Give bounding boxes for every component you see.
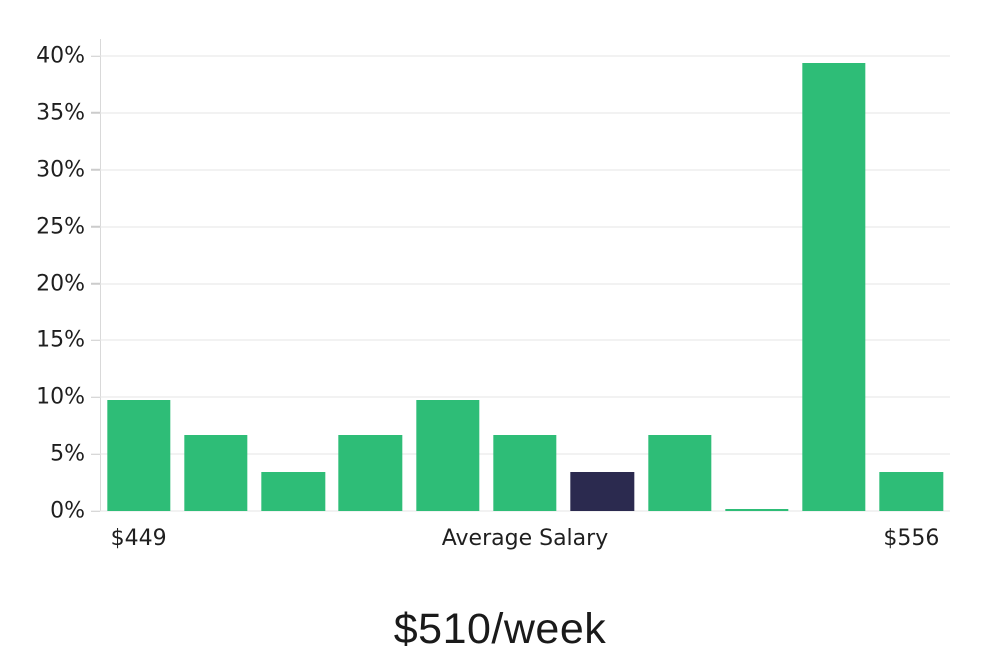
gridline-30% — [100, 169, 950, 171]
y-tickmark-5% — [91, 453, 100, 455]
x-tick-label: $556 — [883, 526, 940, 551]
y-tickmark-10% — [91, 396, 100, 398]
bar-9 — [725, 509, 789, 511]
bar-4 — [338, 434, 403, 511]
gridline-40% — [100, 55, 950, 57]
y-tick-label: 15% — [36, 327, 85, 353]
y-tick-label: 30% — [36, 157, 85, 183]
bar-2 — [184, 434, 248, 511]
bar-10 — [802, 62, 866, 511]
y-tick-label: 20% — [36, 271, 85, 296]
x-tick-label: Average Salary — [441, 526, 609, 551]
y-tickmark-0% — [91, 510, 100, 512]
y-axis-labels: 0% 5% 10% 15% 20% 25% 30% 35% 40% — [0, 44, 85, 524]
gridline-35% — [100, 112, 950, 114]
gridline-25% — [100, 226, 950, 228]
gridline-10% — [100, 396, 950, 398]
y-tickmark-35% — [91, 112, 100, 114]
y-tick-label: 40% — [36, 43, 85, 69]
x-axis-labels: $449 Average Salary $556 — [100, 526, 950, 556]
y-tickmark-30% — [91, 169, 100, 171]
bar-7 — [570, 472, 634, 511]
y-tick-label: 10% — [36, 384, 85, 410]
bar-6 — [493, 434, 557, 511]
y-tickmark-15% — [91, 339, 100, 342]
bar-8 — [647, 434, 712, 511]
y-tick-label: 25% — [36, 214, 85, 240]
bar-11 — [879, 472, 944, 511]
y-axis-line — [100, 39, 101, 511]
gridline-15% — [100, 339, 950, 341]
plot-area — [91, 55, 950, 512]
y-tickmark-40% — [91, 55, 100, 57]
x-tick-label: $449 — [110, 526, 167, 551]
y-tick-label: 0% — [50, 498, 85, 524]
bar-5 — [416, 399, 480, 511]
gridline-0% — [100, 510, 950, 512]
y-tickmark-25% — [91, 225, 100, 228]
bar-1 — [106, 399, 171, 511]
bar-3 — [261, 472, 325, 511]
gridline-20% — [100, 283, 950, 284]
chart-title: $510/week — [393, 605, 607, 653]
y-tick-label: 5% — [50, 441, 85, 467]
y-tickmark-20% — [91, 282, 100, 285]
y-tick-label: 35% — [36, 100, 85, 126]
